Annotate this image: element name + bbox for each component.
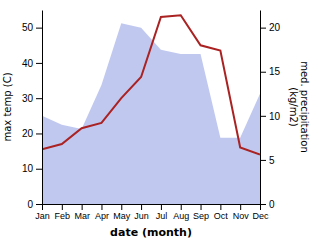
tick-label: 15 (269, 66, 281, 77)
tick: 10 (260, 111, 281, 122)
tick: 20 (260, 22, 281, 33)
tick-label: 20 (22, 128, 34, 139)
tick-label: Nov (233, 211, 250, 221)
tick: 5 (260, 155, 275, 166)
tick-mark (36, 28, 42, 29)
tick-mark (101, 204, 102, 210)
y-axis-title: max temp (C) (2, 72, 13, 141)
tick: Apr (95, 204, 109, 221)
tick: Feb (55, 204, 71, 221)
tick: Oct (214, 204, 229, 221)
tick-label: 0 (269, 199, 275, 210)
tick-label: May (113, 211, 131, 221)
y-axis: 0 10 20 30 40 50 (22, 11, 43, 210)
tick-mark (260, 160, 266, 161)
tick-label: Aug (173, 211, 189, 221)
tick-label: Sep (193, 211, 209, 221)
tick: Nov (233, 204, 250, 221)
tick-mark (260, 28, 266, 29)
tick: 0 (27, 199, 42, 210)
x-axis: Jan FebMar Apr MayJun Jul Aug Sep Oct NovDec (35, 204, 269, 221)
axis-line (260, 11, 261, 205)
y2-axis-title-line: (kg/m2) (288, 87, 299, 127)
temp-line (42, 15, 260, 154)
precip-area (42, 23, 260, 204)
tick: 10 (22, 163, 42, 174)
tick: 40 (22, 58, 42, 69)
tick-label: Dec (252, 211, 269, 221)
tick-label: 20 (269, 22, 281, 33)
y2-axis-title: med. precipitation(kg/m2) (288, 61, 310, 153)
tick: Sep (193, 204, 209, 221)
tick-label: 40 (22, 58, 34, 69)
tick-mark (240, 204, 241, 210)
tick-mark (36, 98, 42, 99)
tick-label: Apr (95, 211, 109, 221)
x-axis-title: date (month) (110, 226, 192, 239)
tick: 20 (22, 128, 42, 139)
tick-mark (36, 133, 42, 134)
tick-mark (260, 72, 266, 73)
tick: 50 (22, 22, 42, 33)
tick-label: Jan (35, 211, 50, 221)
tick-mark (220, 204, 221, 210)
tick: Jul (156, 204, 168, 221)
tick-label: 30 (22, 93, 34, 104)
tick-label: Mar (74, 211, 90, 221)
axis-line (43, 204, 261, 205)
tick-mark (141, 204, 142, 210)
tick-mark (260, 116, 266, 117)
tick-mark (82, 204, 83, 210)
tick: 15 (260, 66, 281, 77)
axis-line (42, 11, 43, 205)
tick-mark (36, 169, 42, 170)
tick-label: 5 (269, 155, 275, 166)
chart: JanFebMarAprMayJunJulAugSepOctNovDec0102… (0, 0, 318, 242)
plot: JanFebMarAprMayJunJulAugSepOctNovDec0102… (22, 11, 281, 222)
tick-mark (181, 204, 182, 210)
tick: Dec (252, 204, 269, 221)
tick: Jan (35, 204, 50, 221)
tick: 0 (260, 199, 275, 210)
tick-mark (36, 204, 42, 205)
tick-label: 0 (27, 199, 33, 210)
tick-label: Feb (55, 211, 71, 221)
tick-mark (260, 204, 266, 205)
marks (42, 15, 260, 204)
tick-mark (42, 204, 43, 210)
tick-label: Jul (156, 211, 168, 221)
tick-label: Jun (134, 211, 149, 221)
y2-axis-title-line: med. precipitation (299, 61, 310, 153)
tick: Aug (173, 204, 189, 221)
tick-label: 10 (22, 163, 34, 174)
tick-mark (161, 204, 162, 210)
tick-mark (201, 204, 202, 210)
tick-label: Oct (214, 211, 229, 221)
tick-mark (36, 63, 42, 64)
tick: 30 (22, 93, 42, 104)
tick: May (113, 204, 131, 221)
y2-axis: 0 5 10 15 20 (260, 11, 281, 210)
tick-mark (121, 204, 122, 210)
tick: Jun (134, 204, 149, 221)
tick-label: 50 (22, 22, 34, 33)
tick: Mar (74, 204, 90, 221)
tick-mark (62, 204, 63, 210)
tick-label: 10 (269, 111, 281, 122)
